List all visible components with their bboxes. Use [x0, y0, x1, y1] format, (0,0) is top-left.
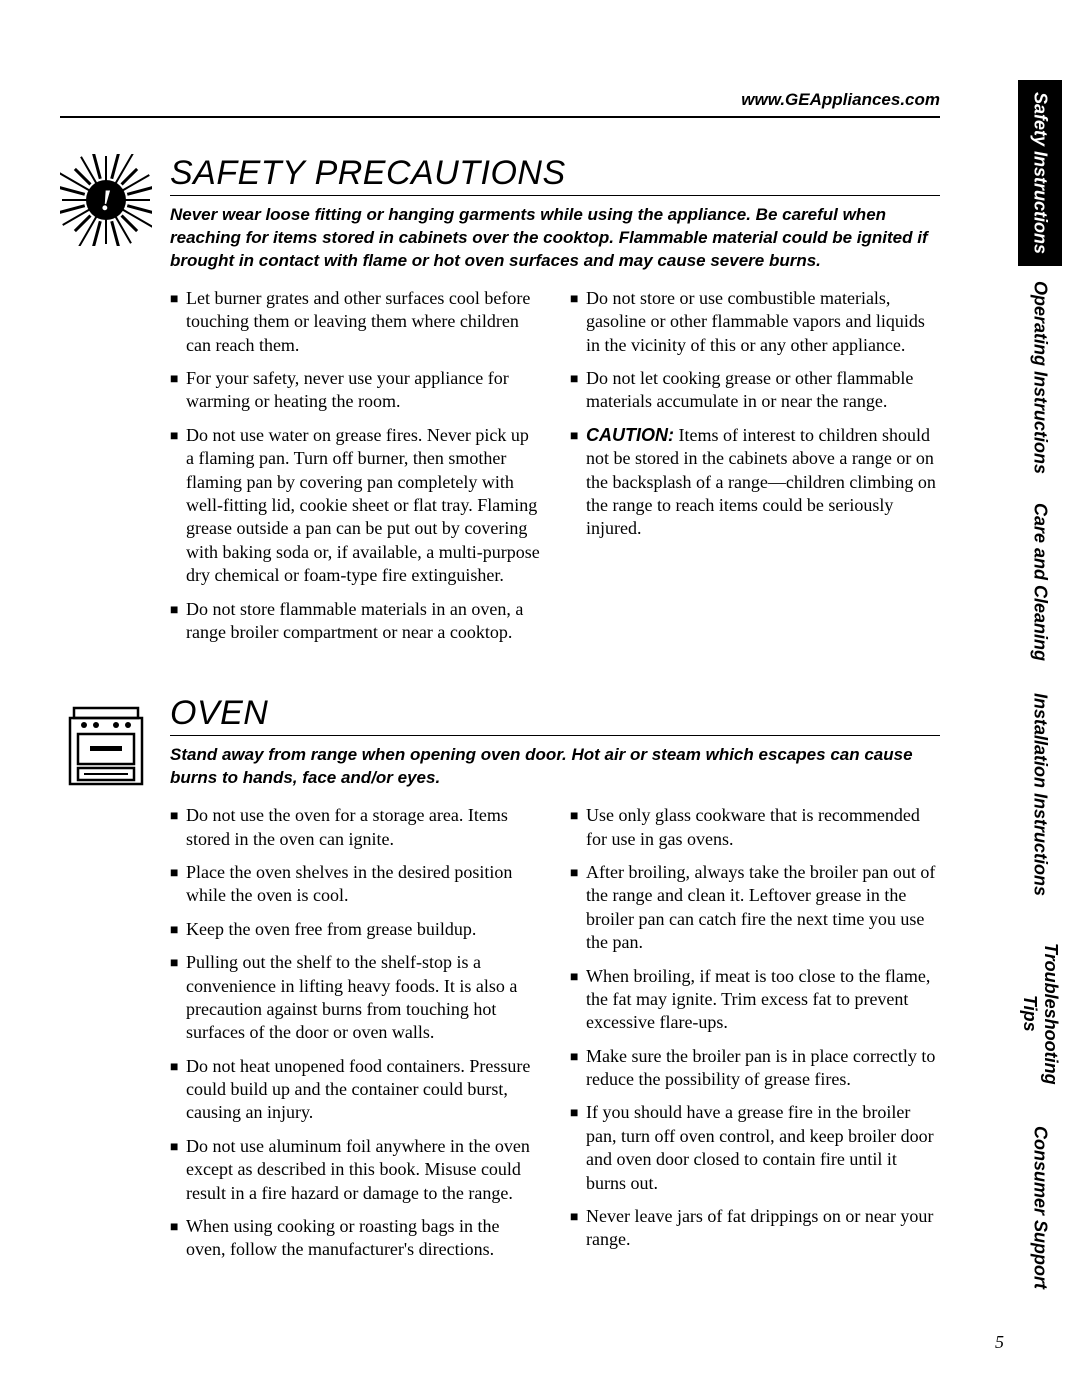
- bullet-text: Do not heat unopened food containers. Pr…: [186, 1055, 540, 1125]
- bullet-text: Use only glass cookware that is recommen…: [586, 804, 940, 851]
- side-tab[interactable]: Care and Cleaning: [1018, 489, 1062, 675]
- bullet-marker-icon: ■: [170, 1135, 186, 1205]
- bullet-item: ■ For your safety, never use your applia…: [170, 367, 540, 414]
- bullet-item: ■ Keep the oven free from grease buildup…: [170, 918, 540, 941]
- bullet-marker-icon: ■: [570, 1045, 586, 1092]
- header-url: www.GEAppliances.com: [60, 90, 940, 110]
- bullet-columns: ■ Do not use the oven for a storage area…: [170, 804, 940, 1272]
- bullet-col-right: ■Do not store or use combustible materia…: [570, 287, 940, 654]
- side-tab[interactable]: Consumer Support: [1018, 1114, 1062, 1300]
- bullet-text: Keep the oven free from grease buildup.: [186, 918, 540, 941]
- section-intro: Never wear loose fitting or hanging garm…: [170, 204, 940, 273]
- side-tab-strip: Safety InstructionsOperating Instruction…: [1018, 80, 1062, 1300]
- section-head: OVEN Stand away from range when opening o…: [60, 694, 940, 804]
- bullet-item: ■After broiling, always take the broiler…: [570, 861, 940, 955]
- section-head: ! SAFETY PRECAUTIONS Never wear loose fitt…: [60, 154, 940, 287]
- bullet-marker-icon: ■: [170, 367, 186, 414]
- caution-label: CAUTION:: [586, 425, 674, 445]
- bullet-marker-icon: ■: [170, 598, 186, 645]
- bullet-item: ■ Place the oven shelves in the desired …: [170, 861, 540, 908]
- bullet-col-right: ■Use only glass cookware that is recomme…: [570, 804, 940, 1272]
- svg-text:!: !: [100, 184, 112, 217]
- bullet-marker-icon: ■: [170, 918, 186, 941]
- bullet-marker-icon: ■: [170, 951, 186, 1045]
- bullet-item: ■ When using cooking or roasting bags in…: [170, 1215, 540, 1262]
- bullet-text: Pulling out the shelf to the shelf-stop …: [186, 951, 540, 1045]
- page-number: 5: [995, 1332, 1004, 1353]
- bullet-item: ■ Do not use the oven for a storage area…: [170, 804, 540, 851]
- burst-icon: !: [60, 154, 152, 246]
- bullet-item: ■When broiling, if meat is too close to …: [570, 965, 940, 1035]
- bullet-marker-icon: ■: [170, 1215, 186, 1262]
- bullet-item: ■ Do not use water on grease fires. Neve…: [170, 424, 540, 588]
- bullet-text: Make sure the broiler pan is in place co…: [586, 1045, 940, 1092]
- bullet-item: ■ Let burner grates and other surfaces c…: [170, 287, 540, 357]
- oven-icon: [60, 694, 152, 794]
- bullet-item: ■CAUTION: Items of interest to children …: [570, 424, 940, 541]
- bullet-item: ■Make sure the broiler pan is in place c…: [570, 1045, 940, 1092]
- section-intro: Stand away from range when opening oven …: [170, 744, 940, 790]
- bullet-columns: ■ Let burner grates and other surfaces c…: [170, 287, 940, 654]
- bullet-item: ■ Do not use aluminum foil anywhere in t…: [170, 1135, 540, 1205]
- bullet-text: Do not use water on grease fires. Never …: [186, 424, 540, 588]
- bullet-marker-icon: ■: [170, 804, 186, 851]
- bullet-text: Let burner grates and other surfaces coo…: [186, 287, 540, 357]
- bullet-item: ■Never leave jars of fat drippings on or…: [570, 1205, 940, 1252]
- bullet-text: Do not use the oven for a storage area. …: [186, 804, 540, 851]
- section: ! SAFETY PRECAUTIONS Never wear loose fitt…: [60, 154, 940, 654]
- bullet-text: Do not store or use combustible material…: [586, 287, 940, 357]
- bullet-text: CAUTION: Items of interest to children s…: [586, 424, 940, 541]
- bullet-item: ■ Pulling out the shelf to the shelf-sto…: [170, 951, 540, 1045]
- bullet-col-left: ■ Let burner grates and other surfaces c…: [170, 287, 540, 654]
- bullet-marker-icon: ■: [570, 965, 586, 1035]
- bullet-text: Do not let cooking grease or other flamm…: [586, 367, 940, 414]
- bullet-text: Never leave jars of fat drippings on or …: [586, 1205, 940, 1252]
- bullet-item: ■Use only glass cookware that is recomme…: [570, 804, 940, 851]
- bullet-text: For your safety, never use your applianc…: [186, 367, 540, 414]
- bullet-marker-icon: ■: [570, 1205, 586, 1252]
- bullet-text: After broiling, always take the broiler …: [586, 861, 940, 955]
- bullet-text: Do not store flammable materials in an o…: [186, 598, 540, 645]
- bullet-marker-icon: ■: [170, 287, 186, 357]
- bullet-marker-icon: ■: [570, 424, 586, 541]
- bullet-marker-icon: ■: [570, 804, 586, 851]
- bullet-marker-icon: ■: [170, 1055, 186, 1125]
- bullet-text: When using cooking or roasting bags in t…: [186, 1215, 540, 1262]
- bullet-item: ■If you should have a grease fire in the…: [570, 1101, 940, 1195]
- bullet-text: When broiling, if meat is too close to t…: [586, 965, 940, 1035]
- bullet-item: ■Do not store or use combustible materia…: [570, 287, 940, 357]
- header-rule: [60, 116, 940, 118]
- side-tab[interactable]: Safety Instructions: [1018, 80, 1062, 266]
- bullet-col-left: ■ Do not use the oven for a storage area…: [170, 804, 540, 1272]
- bullet-marker-icon: ■: [170, 861, 186, 908]
- bullet-item: ■ Do not heat unopened food containers. …: [170, 1055, 540, 1125]
- section-title: OVEN: [170, 694, 940, 736]
- section-head-text: SAFETY PRECAUTIONS Never wear loose fitti…: [170, 154, 940, 287]
- section-title: SAFETY PRECAUTIONS: [170, 154, 940, 196]
- side-tab[interactable]: Installation Instructions: [1018, 675, 1062, 914]
- bullet-text: Place the oven shelves in the desired po…: [186, 861, 540, 908]
- bullet-marker-icon: ■: [570, 287, 586, 357]
- section-head-text: OVEN Stand away from range when opening o…: [170, 694, 940, 804]
- side-tab[interactable]: Troubleshooting Tips: [1018, 913, 1062, 1114]
- bullet-marker-icon: ■: [570, 861, 586, 955]
- bullet-text: Do not use aluminum foil anywhere in the…: [186, 1135, 540, 1205]
- bullet-marker-icon: ■: [570, 367, 586, 414]
- section: OVEN Stand away from range when opening o…: [60, 694, 940, 1272]
- bullet-marker-icon: ■: [170, 424, 186, 588]
- bullet-item: ■Do not let cooking grease or other flam…: [570, 367, 940, 414]
- side-tab[interactable]: Operating Instructions: [1018, 266, 1062, 489]
- bullet-item: ■ Do not store flammable materials in an…: [170, 598, 540, 645]
- bullet-text: If you should have a grease fire in the …: [586, 1101, 940, 1195]
- bullet-marker-icon: ■: [570, 1101, 586, 1195]
- page-content: www.GEAppliances.com ! SAFETY PRECAUTIONS…: [60, 90, 940, 1312]
